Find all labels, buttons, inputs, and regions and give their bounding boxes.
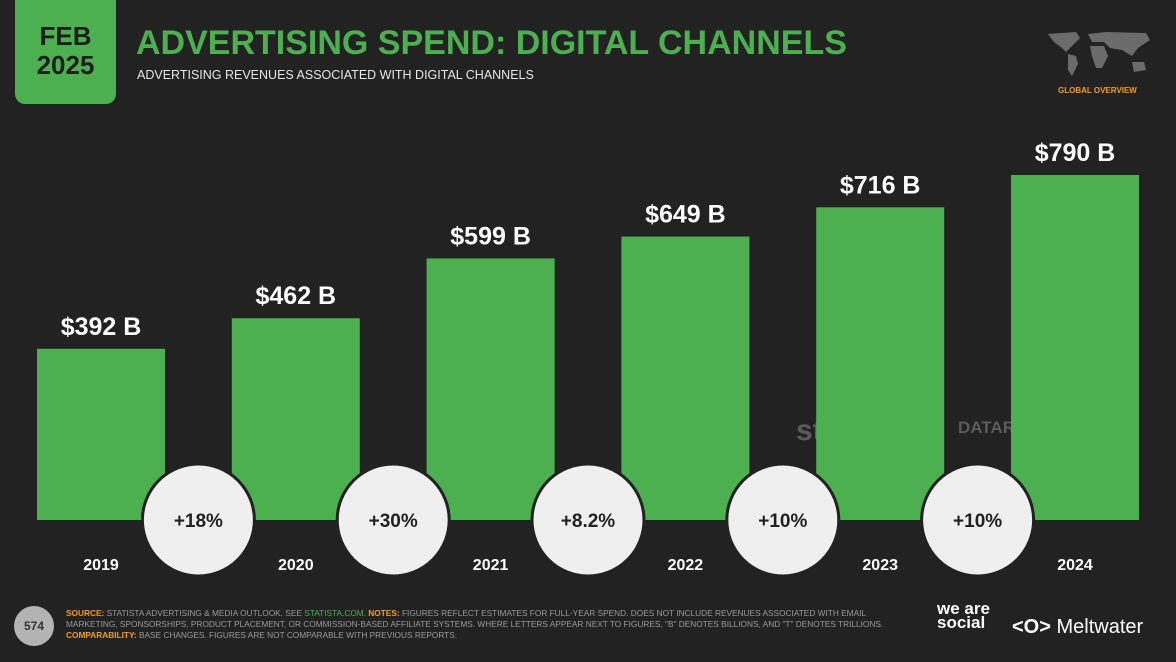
notes-label: NOTES: [365,608,400,618]
value-label: $462 B [255,282,336,310]
year-label: 2024 [1057,557,1093,574]
date-year: 2025 [36,50,95,80]
bar-2022 [621,236,750,521]
page-number: 574 [14,606,54,646]
growth-circle [140,462,256,578]
source-text: STATISTA ADVERTISING & MEDIA OUTLOOK. SE… [104,608,305,618]
year-label: 2023 [862,557,898,574]
meltwater-icon: <O> [1012,616,1051,638]
bar-chart: $392 B 2019 $462 B 2020 $599 B 2021 $649 B 2022… [37,139,1139,578]
value-label: $716 B [840,171,921,199]
growth-circle [335,462,451,578]
growth-circle [920,462,1036,578]
world-map-icon [1048,32,1150,76]
growth-label: +10% [758,511,807,532]
notes-text: FIGURES REFLECT ESTIMATES FOR FULL-YEAR … [66,608,884,629]
meltwater-text: Meltwater [1056,616,1144,638]
date-month: FEB [39,21,92,51]
page-title: ADVERTISING SPEND: DIGITAL CHANNELS [136,24,847,62]
date-badge: FEB 2025 [15,0,116,104]
comparability-label: COMPARABILITY: [66,630,137,640]
value-label: $392 B [61,313,142,341]
bar-2023 [816,207,945,520]
source-link[interactable]: STATISTA.COM. [304,608,366,618]
comparability-text: BASE CHANGES. FIGURES ARE NOT COMPARABLE… [136,630,458,640]
growth-label: +18% [174,511,223,532]
year-label: 2022 [668,557,704,574]
year-label: 2019 [83,557,119,574]
page-subtitle: ADVERTISING REVENUES ASSOCIATED WITH DIG… [137,68,534,82]
value-label: $649 B [645,201,726,229]
bar-2020 [231,318,360,520]
footer-notes: SOURCE: STATISTA ADVERTISING & MEDIA OUT… [66,608,916,641]
growth-circle [725,462,841,578]
source-label: SOURCE: [66,608,105,618]
bar-2021 [426,258,555,520]
year-label: 2020 [278,557,314,574]
growth-label: +30% [369,511,418,532]
meltwater-logo: <O> Meltwater [1012,616,1143,639]
year-label: 2021 [473,557,509,574]
value-label: $599 B [450,222,531,250]
we-are-social-logo: we are social [937,599,990,632]
growth-circle [530,462,646,578]
bar-2024 [1011,175,1139,520]
growth-label: +8.2% [561,511,616,532]
bar-2019 [37,348,165,520]
growth-label: +10% [953,511,1002,532]
region-label: GLOBAL OVERVIEW [1058,86,1137,95]
value-label: $790 B [1035,139,1116,167]
